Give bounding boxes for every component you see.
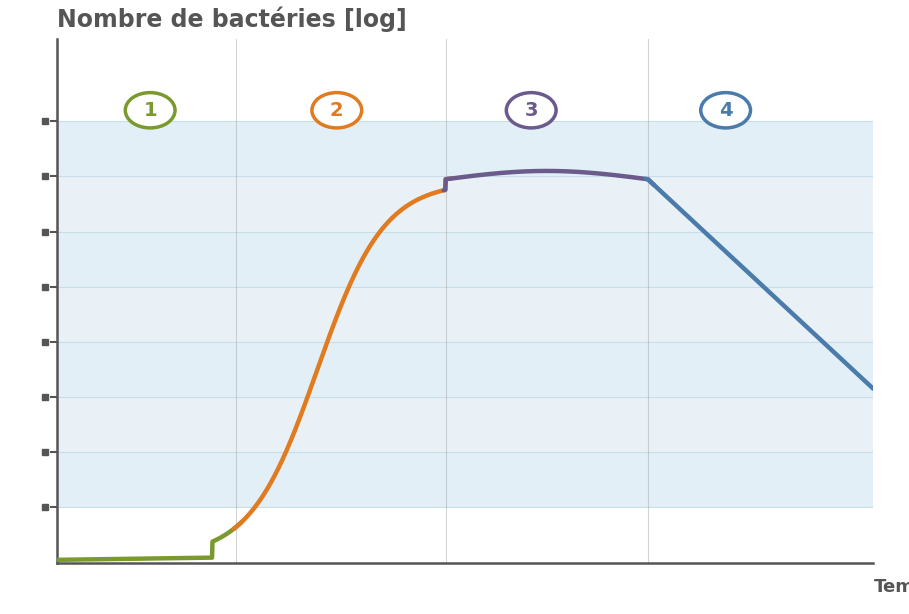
Circle shape [312,93,362,128]
Bar [57,287,874,342]
Circle shape [506,93,556,128]
Bar [57,231,874,287]
Bar [57,453,874,507]
Text: 4: 4 [719,101,733,120]
Text: 1: 1 [144,101,157,120]
Text: Nombre de bactéries [log]: Nombre de bactéries [log] [57,7,406,33]
Bar [57,342,874,397]
Circle shape [701,93,751,128]
Circle shape [125,93,175,128]
Text: 2: 2 [330,101,344,120]
X-axis label: Temps: Temps [874,578,909,596]
Bar [57,122,874,176]
Text: 3: 3 [524,101,538,120]
Bar [57,397,874,453]
Bar [57,176,874,231]
